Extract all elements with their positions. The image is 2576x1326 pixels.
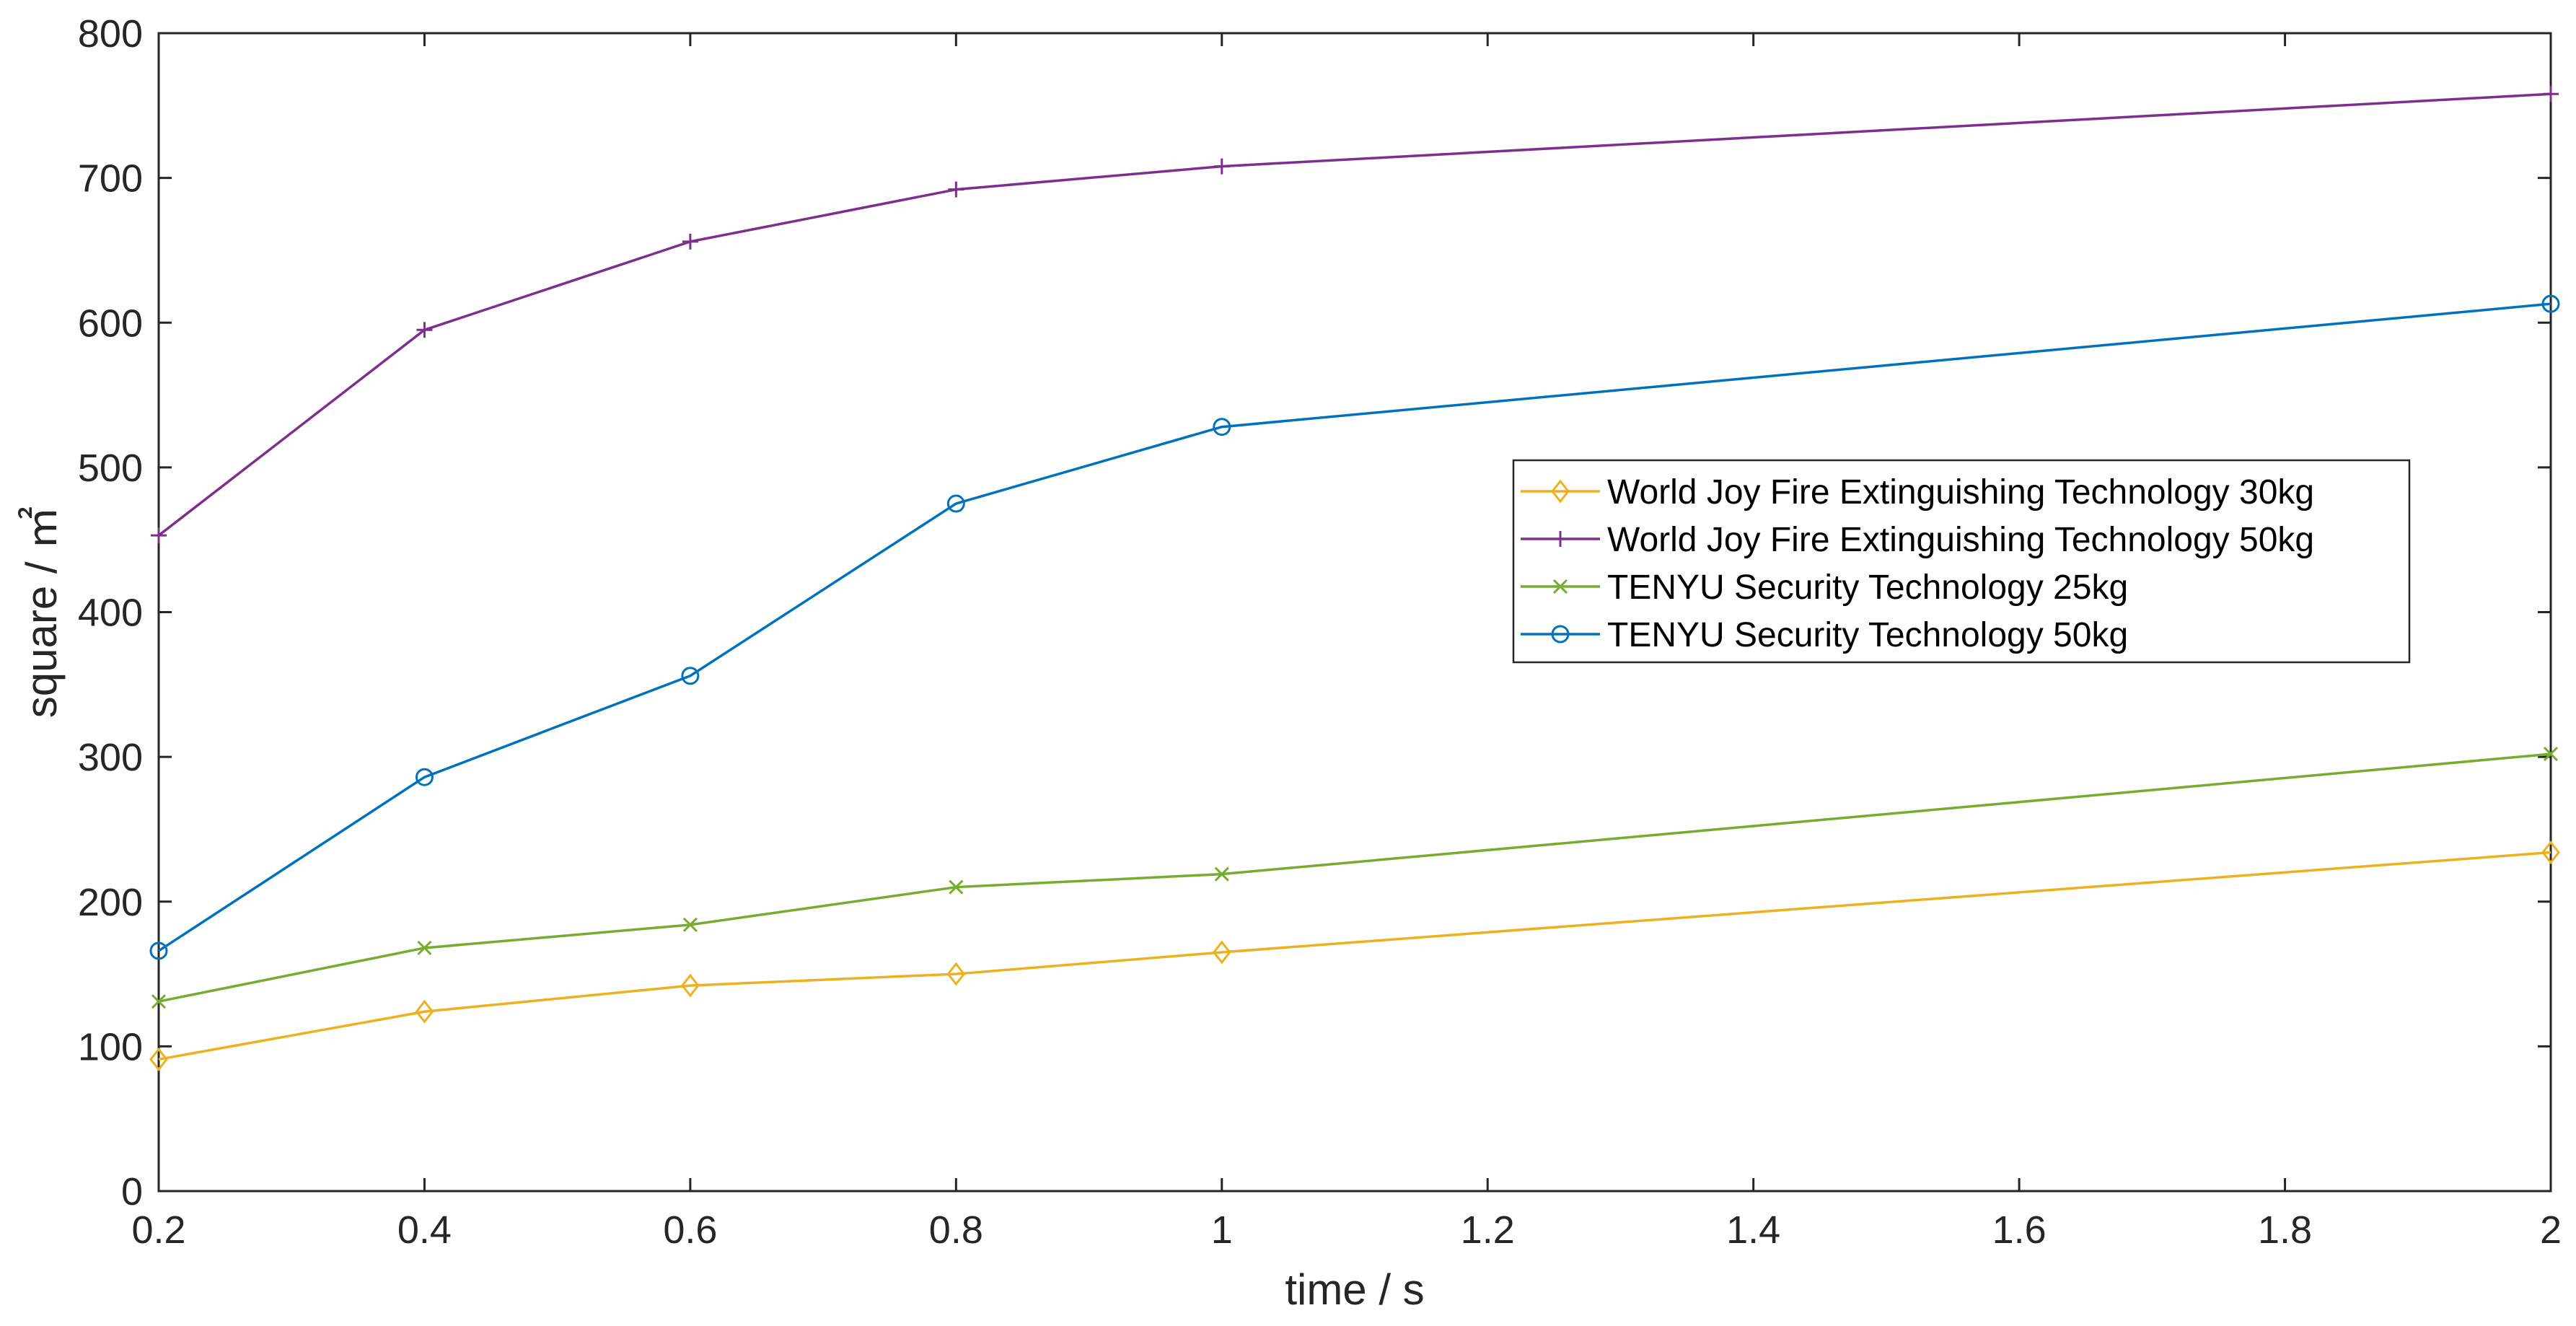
legend-label: TENYU Security Technology 50kg [1607, 616, 2128, 654]
legend: World Joy Fire Extinguishing Technology … [1512, 459, 2411, 664]
series-1-point [2541, 840, 2560, 864]
series-3-point [417, 940, 432, 956]
series-1-line [158, 851, 2551, 1061]
y-tick-label: 500 [78, 447, 143, 490]
legend-label: TENYU Security Technology 25kg [1607, 568, 2128, 607]
series-2-point [1213, 158, 1230, 175]
y-tick-label: 0 [121, 1170, 143, 1213]
y-tick-label: 700 [78, 157, 143, 201]
legend-swatch-marker [1552, 579, 1568, 594]
legend-item: TENYU Security Technology 50kg [1521, 616, 2128, 654]
series-1-point [946, 962, 966, 986]
series-4-point [1213, 418, 1231, 436]
y-axis-ticks: 0 100 200 300 400 500 600 700 800 [78, 12, 2551, 1213]
x-tick-label: 1.2 [1461, 1208, 1515, 1252]
y-tick-label: 100 [78, 1025, 143, 1068]
legend-swatch-marker [1551, 625, 1570, 644]
series-4-point [681, 667, 700, 685]
series-1-point [1212, 940, 1231, 965]
series-4-point [149, 941, 168, 960]
series-1-point [415, 999, 434, 1024]
legend-item: TENYU Security Technology 25kg [1521, 568, 2128, 607]
y-tick-label: 400 [78, 592, 143, 635]
y-tick-label: 200 [78, 881, 143, 924]
series-3 [151, 747, 2559, 1009]
series-1-point [149, 1048, 168, 1071]
legend-item: World Joy Fire Extinguishing Technology … [1521, 521, 2314, 559]
y-tick-label: 300 [78, 736, 143, 779]
series-2-point [948, 181, 964, 198]
x-tick-label: 2 [2540, 1208, 2562, 1252]
series-4 [149, 294, 2560, 960]
series-3-point [2543, 747, 2559, 762]
y-axis-title: square / ㎡ [17, 506, 66, 718]
x-tick-label: 1.4 [1726, 1208, 1780, 1252]
series-2 [151, 86, 2559, 544]
x-tick-label: 0.2 [131, 1208, 185, 1252]
series-2-point [416, 322, 433, 338]
x-axis-ticks: 0.2 0.4 0.6 0.8 1 1.2 1.4 1.6 1.8 2 [131, 33, 2562, 1252]
x-tick-label: 1.8 [2258, 1208, 2312, 1252]
series-2-point [2543, 86, 2559, 102]
series-3-line [158, 752, 2551, 1003]
series-2-line [157, 92, 2551, 537]
series-2-point [151, 527, 167, 544]
x-tick-label: 1 [1211, 1208, 1233, 1252]
series-1 [149, 840, 2560, 1071]
legend-box [1512, 459, 2411, 664]
legend-label: World Joy Fire Extinguishing Technology … [1607, 521, 2314, 559]
series-3-point [1214, 866, 1229, 882]
y-tick-label: 800 [78, 12, 143, 56]
legend-swatch-marker [1552, 531, 1568, 547]
y-tick-label: 600 [78, 302, 143, 345]
series-4-point [946, 494, 965, 513]
x-tick-label: 0.4 [397, 1208, 452, 1252]
x-axis-title: time / s [1285, 1265, 1424, 1314]
series-layer [149, 86, 2560, 1071]
legend-label: World Joy Fire Extinguishing Technology … [1607, 473, 2314, 511]
x-tick-label: 0.8 [929, 1208, 983, 1252]
series-4-point [2541, 294, 2560, 313]
series-4-point [415, 768, 434, 786]
series-3-point [682, 917, 698, 932]
x-tick-label: 0.6 [663, 1208, 717, 1252]
series-1-point [680, 973, 700, 998]
legend-item: World Joy Fire Extinguishing Technology … [1521, 473, 2314, 511]
x-tick-label: 1.6 [1992, 1208, 2047, 1252]
series-3-point [949, 879, 964, 895]
series-3-point [151, 994, 167, 1009]
legend-swatch-marker [1551, 479, 1570, 504]
series-2-point [682, 233, 698, 250]
series-4-line [158, 302, 2551, 952]
